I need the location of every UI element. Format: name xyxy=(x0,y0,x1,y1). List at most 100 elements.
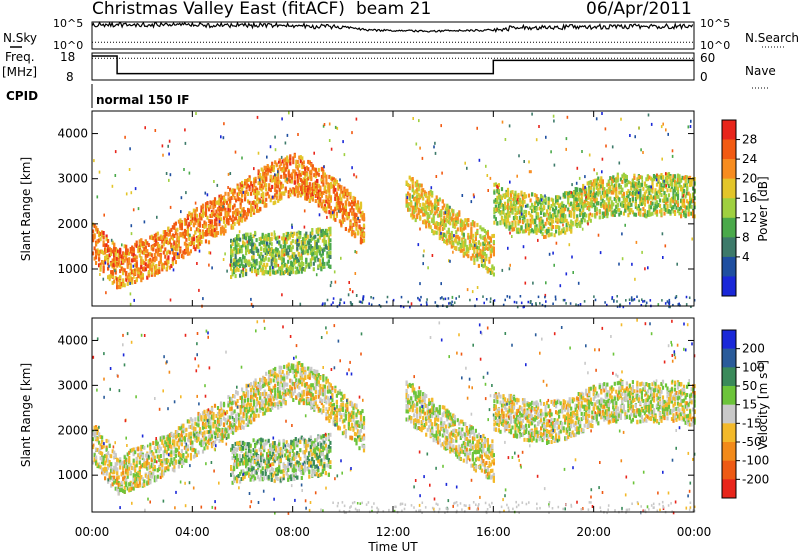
data-cell xyxy=(328,191,331,196)
data-cell xyxy=(271,178,274,183)
data-cell xyxy=(612,175,615,180)
data-cell xyxy=(633,298,636,301)
data-cell xyxy=(278,195,281,200)
data-cell xyxy=(305,246,308,250)
data-cell xyxy=(114,270,117,275)
data-cell xyxy=(105,438,108,443)
data-cell xyxy=(269,265,272,270)
data-cell xyxy=(130,191,133,195)
data-cell xyxy=(209,225,212,230)
data-cell xyxy=(482,254,485,259)
data-cell xyxy=(405,200,408,205)
data-cell xyxy=(212,212,215,217)
data-cell xyxy=(683,176,686,181)
data-cell xyxy=(296,266,299,271)
nsearch-label: N.Search xyxy=(745,31,799,45)
data-cell xyxy=(492,233,495,238)
data-cell xyxy=(284,161,287,166)
data-cell xyxy=(581,227,584,231)
data-cell xyxy=(239,189,242,194)
data-cell xyxy=(544,200,547,205)
data-cell xyxy=(431,190,434,195)
data-cell xyxy=(177,243,180,248)
data-cell xyxy=(317,189,320,194)
data-cell xyxy=(541,222,544,227)
data-cell xyxy=(358,207,361,212)
data-cell xyxy=(278,159,281,164)
data-cell xyxy=(240,259,243,264)
data-cell xyxy=(464,251,467,256)
data-cell xyxy=(502,204,505,208)
data-cell xyxy=(243,259,246,264)
data-cell xyxy=(570,222,573,226)
data-cell xyxy=(294,266,297,270)
data-cell xyxy=(680,185,683,189)
data-cell xyxy=(201,208,205,213)
data-cell xyxy=(250,206,253,211)
data-cell xyxy=(282,271,285,276)
data-cell xyxy=(479,234,482,239)
data-cell xyxy=(619,210,622,215)
data-cell xyxy=(675,200,678,205)
data-cell xyxy=(140,271,143,276)
data-cell xyxy=(198,236,202,241)
data-cell xyxy=(250,208,253,213)
data-cell xyxy=(610,176,613,181)
data-cell xyxy=(491,270,494,275)
data-cell xyxy=(576,224,579,228)
data-cell xyxy=(541,207,544,212)
data-cell xyxy=(305,192,308,197)
data-cell xyxy=(258,178,261,182)
data-cell xyxy=(274,176,277,181)
data-cell xyxy=(456,212,459,217)
data-cell xyxy=(515,301,518,304)
data-cell xyxy=(449,212,452,217)
data-cell xyxy=(275,176,278,181)
data-cell xyxy=(349,221,352,226)
data-cell xyxy=(544,234,547,239)
data-cell xyxy=(422,212,425,217)
data-cell xyxy=(340,185,343,190)
data-cell xyxy=(643,196,646,201)
data-cell xyxy=(644,267,646,271)
data-cell xyxy=(537,215,540,220)
nave-tick-top: 60 xyxy=(700,51,715,65)
data-cell xyxy=(546,209,549,214)
data-cell xyxy=(273,270,276,275)
data-cell xyxy=(206,193,209,197)
data-cell xyxy=(227,212,230,217)
data-cell xyxy=(272,201,275,206)
data-cell xyxy=(314,246,317,251)
data-cell xyxy=(627,202,630,206)
data-cell xyxy=(246,244,249,249)
data-cell xyxy=(622,176,625,181)
data-cell xyxy=(465,221,468,226)
data-cell xyxy=(286,157,289,162)
data-cell xyxy=(545,300,547,303)
data-cell xyxy=(203,222,206,227)
data-cell xyxy=(677,303,680,306)
data-cell xyxy=(664,244,667,248)
data-cell xyxy=(266,251,269,256)
data-cell xyxy=(579,303,582,306)
data-cell xyxy=(607,197,610,202)
data-cell xyxy=(441,222,443,226)
data-cell xyxy=(607,190,610,195)
data-cell xyxy=(329,284,332,288)
data-cell xyxy=(174,228,177,233)
data-cell xyxy=(299,245,302,250)
data-cell xyxy=(440,282,442,286)
data-cell xyxy=(297,242,300,247)
data-cell xyxy=(315,239,318,244)
data-cell xyxy=(633,184,636,189)
data-cell xyxy=(456,219,459,224)
data-cell xyxy=(114,251,117,256)
data-cell xyxy=(425,224,428,229)
data-cell xyxy=(180,196,183,200)
data-cell xyxy=(497,195,500,200)
data-cell xyxy=(663,204,666,209)
data-cell xyxy=(98,233,101,238)
data-cell xyxy=(140,261,143,266)
data-cell xyxy=(276,248,279,253)
data-cell xyxy=(236,234,239,239)
